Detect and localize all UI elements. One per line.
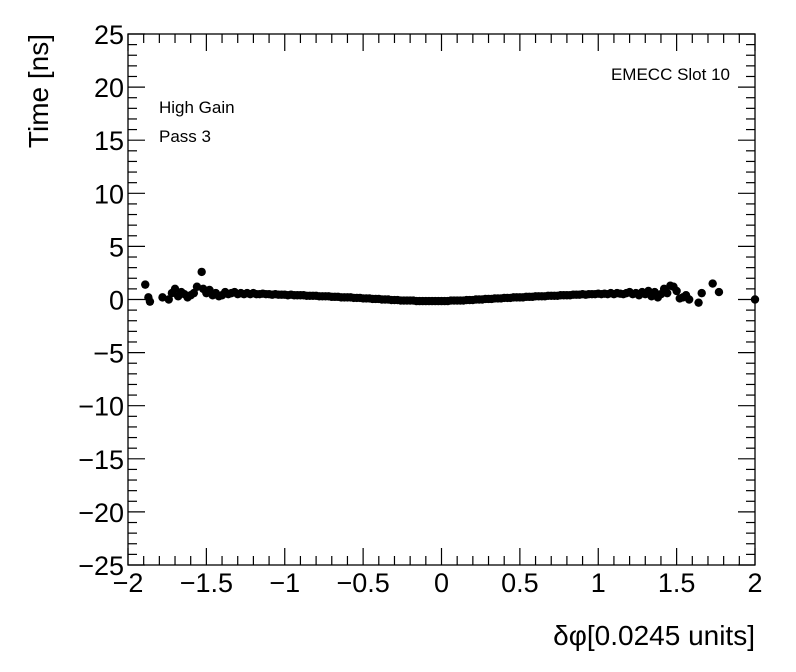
y-tick-label: −10 [78, 392, 124, 422]
data-point [189, 288, 199, 298]
y-tick-label: −20 [78, 498, 124, 528]
data-point [684, 295, 694, 304]
y-tick-label: 10 [94, 179, 124, 209]
x-tick-label: −1 [269, 568, 300, 598]
axis-ticks [127, 33, 756, 566]
data-point [170, 284, 180, 294]
x-tick-label: −2 [113, 568, 144, 598]
x-tick-label: 2 [747, 568, 762, 598]
x-tick-label: 1.5 [658, 568, 696, 598]
data-point [694, 298, 703, 307]
annotation-slot: EMECC Slot 10 [611, 65, 730, 84]
x-tick-label: 0 [434, 568, 449, 598]
data-point [708, 279, 717, 288]
data-point [714, 287, 724, 297]
annotation-pass: Pass 3 [159, 127, 211, 146]
y-tick-label: −25 [78, 551, 124, 581]
axis-tick-labels: −2 −1.5 −1 −0.5 0 0.5 1 1.5 2 −25 −20 −15 −10 −5 0 5 10 1… [78, 20, 762, 598]
y-tick-label: 25 [94, 20, 124, 50]
data-point [697, 288, 706, 298]
data-point [197, 267, 206, 277]
data-point [145, 297, 155, 306]
data-point [663, 288, 672, 298]
x-tick-label: −1.5 [180, 568, 233, 598]
data-point [750, 295, 760, 304]
x-tick-label: 1 [591, 568, 606, 598]
y-tick-label: 15 [94, 126, 124, 156]
y-tick-label: 20 [94, 73, 124, 103]
data-point [141, 280, 150, 289]
y-tick-label: −5 [93, 339, 124, 369]
y-tick-label: 5 [109, 232, 124, 262]
data-point [164, 295, 173, 304]
y-tick-label: −15 [78, 445, 124, 475]
y-tick-label: 0 [109, 286, 124, 316]
data-point [672, 286, 681, 296]
annotation-gain: High Gain [159, 98, 235, 117]
x-tick-label: −0.5 [336, 568, 389, 598]
data-points [141, 267, 760, 307]
y-axis-title: Time [ns] [23, 34, 54, 148]
x-axis-title: δφ[0.0245 units] [553, 620, 755, 651]
x-tick-label: 0.5 [501, 568, 539, 598]
